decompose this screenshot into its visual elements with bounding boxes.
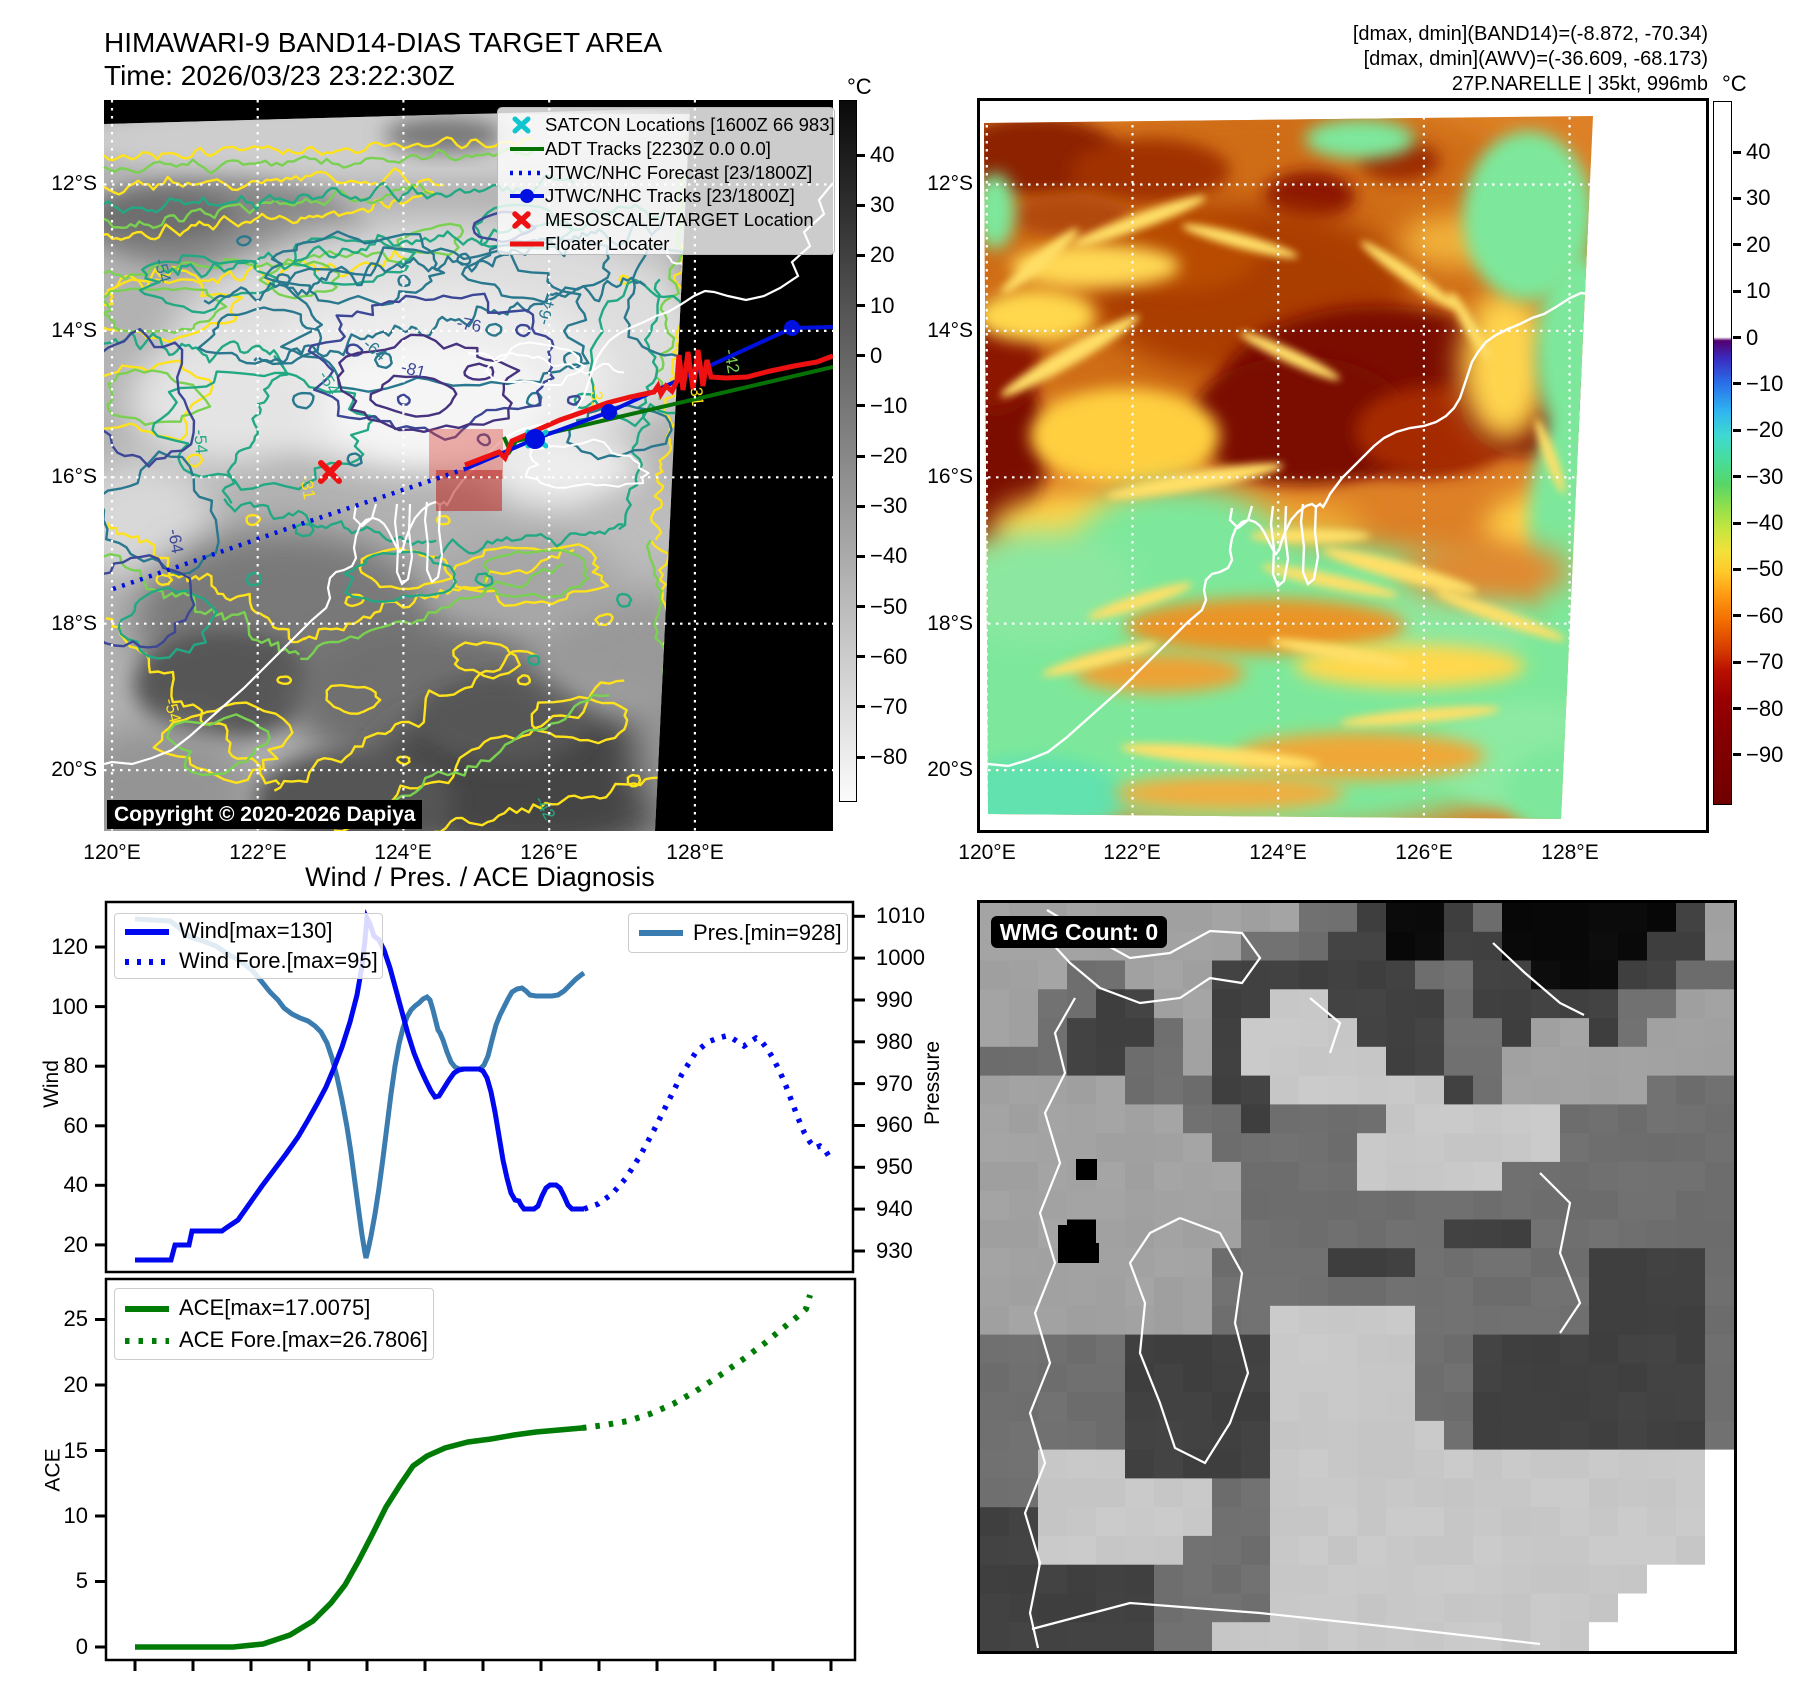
svg-text:-76: -76: [455, 313, 483, 336]
svg-text:-64: -64: [164, 527, 187, 555]
svg-text:-54: -54: [190, 429, 211, 455]
svg-text:-31: -31: [296, 473, 319, 501]
